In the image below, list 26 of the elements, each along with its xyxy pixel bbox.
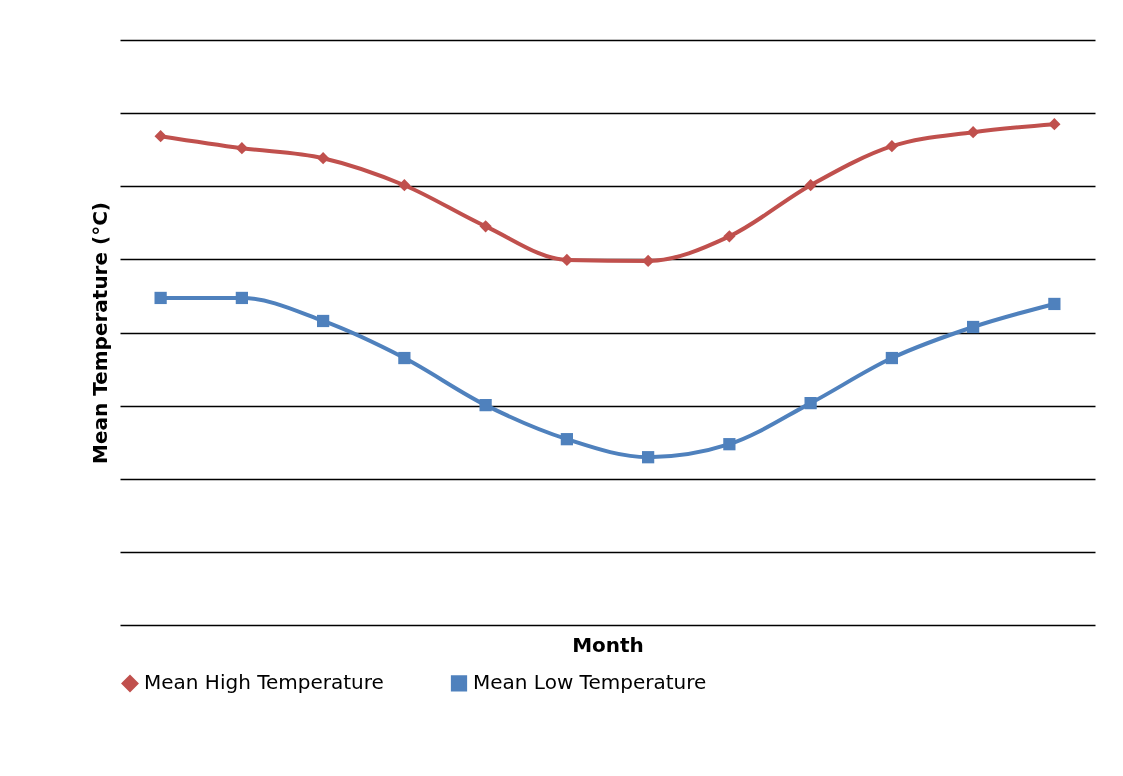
point <box>479 399 492 412</box>
point <box>479 220 492 233</box>
point <box>723 438 736 451</box>
legend-label: Mean High Temperature <box>144 670 384 695</box>
point <box>154 291 167 305</box>
x-axis-title: Month <box>572 632 644 657</box>
point <box>642 451 655 464</box>
point <box>398 179 411 192</box>
legend-label: Mean Low Temperature <box>473 670 707 695</box>
point <box>317 314 330 328</box>
point <box>235 142 248 155</box>
point <box>967 320 980 334</box>
y-axis-title: Mean Temperature (°C) <box>87 202 112 464</box>
point <box>317 152 330 165</box>
point <box>804 397 817 410</box>
point <box>804 179 817 192</box>
point <box>560 433 573 446</box>
point <box>154 130 167 143</box>
point <box>1048 297 1061 311</box>
point <box>1048 118 1061 131</box>
point <box>885 140 898 153</box>
point <box>723 230 736 243</box>
point <box>967 126 980 139</box>
point <box>398 351 411 365</box>
point <box>885 351 898 365</box>
point <box>235 291 248 305</box>
